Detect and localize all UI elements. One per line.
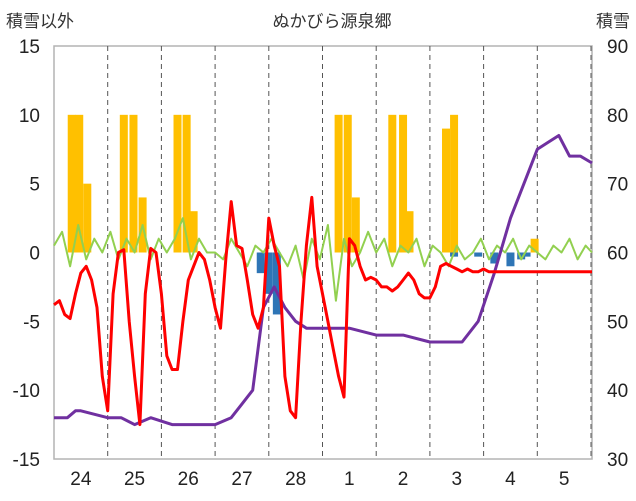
precipitation-bar [129, 114, 138, 253]
x-tick-label: 27 [231, 469, 252, 490]
x-tick-label: 4 [505, 469, 516, 490]
precipitation-bar [75, 114, 84, 253]
snow_change-bar [522, 252, 531, 257]
right-tick-label: 50 [607, 312, 628, 333]
temperature-line [53, 195, 592, 427]
right-tick-label: 70 [607, 175, 628, 196]
right-tick-label: 40 [607, 381, 628, 402]
precipitation-bar [388, 114, 397, 253]
left-tick-label: 5 [29, 175, 40, 196]
x-tick-label: 2 [398, 469, 409, 490]
right-tick-label: 80 [607, 106, 628, 127]
left-tick-label: -15 [13, 450, 40, 471]
precipitation-bar [119, 114, 128, 253]
snow_depth-line [54, 134, 593, 427]
precipitation-bar [399, 114, 408, 253]
left-tick-label: -5 [23, 312, 40, 333]
precipitation-bar [450, 114, 459, 253]
x-tick-label: 28 [285, 469, 306, 490]
right-tick-label: 90 [607, 37, 628, 58]
snow_change-bar [517, 252, 526, 260]
x-tick-label: 1 [344, 469, 355, 490]
left-tick-label: 0 [29, 244, 40, 265]
x-tick-label: 25 [124, 469, 145, 490]
snow_change-bar [272, 252, 281, 315]
x-tick-label: 3 [451, 469, 462, 490]
snow_change-bar [506, 252, 515, 267]
snow_change-bar [264, 252, 273, 294]
precipitation-bar [530, 238, 539, 253]
wind-line [53, 217, 593, 302]
precipitation-bar [351, 197, 360, 253]
snow_change-bar [256, 252, 265, 274]
precipitation-bar [67, 114, 76, 253]
precipitation-bar [334, 114, 343, 253]
x-tick-label: 24 [70, 469, 92, 490]
precipitation-bar [83, 183, 92, 253]
x-tick-label: 26 [178, 469, 199, 490]
precipitation-bar [173, 114, 182, 253]
precipitation-bar [182, 114, 191, 253]
precipitation-bar [405, 211, 414, 253]
precipitation-bar [189, 211, 198, 253]
right-tick-label: 30 [607, 450, 628, 471]
snow_change-bar [490, 252, 499, 264]
chart-title: ぬかびら源泉郷 [273, 12, 392, 32]
right-tick-label: 60 [607, 244, 628, 265]
snow_change-bar [474, 252, 483, 257]
precipitation-bar [343, 114, 352, 253]
x-tick-label: 5 [559, 469, 570, 490]
left-tick-label: -10 [13, 381, 40, 402]
left-tick-label: 10 [19, 106, 40, 127]
left-axis-label: 積雪以外 [6, 12, 74, 32]
precipitation-bar [442, 128, 451, 253]
right-axis-label: 積雪 [596, 12, 630, 32]
left-tick-label: 15 [19, 37, 40, 58]
